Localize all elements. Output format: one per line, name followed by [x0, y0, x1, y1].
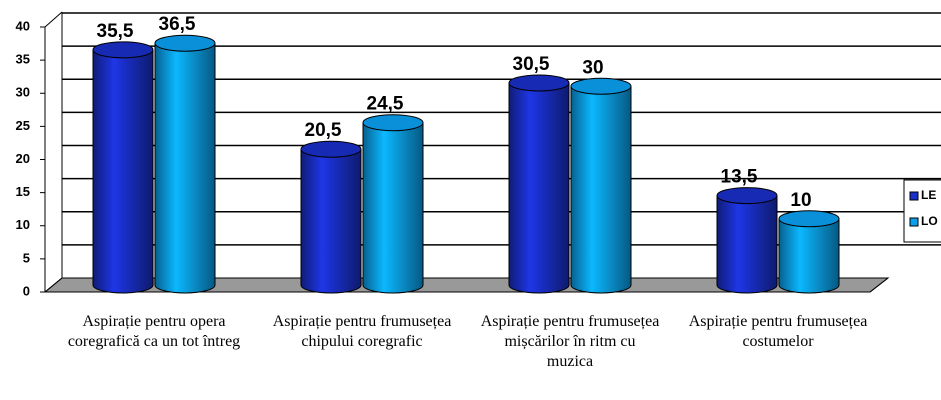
value-label: 20,5: [305, 120, 342, 141]
y-tick-label: 40: [16, 18, 30, 33]
bar-outline: [716, 195, 778, 285]
bar-outline: [570, 86, 632, 285]
y-tick-label: 25: [16, 118, 30, 133]
legend-box: [903, 179, 941, 243]
y-tick-label: 10: [16, 217, 30, 232]
bar-top: [300, 140, 362, 158]
bar-outline: [154, 43, 216, 285]
bar-outline: [508, 82, 570, 285]
value-label: 13,5: [721, 167, 758, 188]
x-tick-label: Aspirație pentru frumusețea costumelor: [688, 313, 868, 350]
value-label: 30,5: [513, 54, 550, 75]
bar-outline: [92, 49, 154, 285]
bar: [155, 43, 215, 285]
bar-top: [362, 114, 424, 132]
bar: [779, 218, 839, 285]
bar-top: [778, 210, 840, 228]
floor-edge: [869, 277, 889, 293]
bar-top: [508, 74, 570, 92]
bar-top: [154, 34, 216, 52]
bar: [363, 122, 423, 285]
y-tick-label: 5: [23, 250, 30, 265]
bar-outline: [300, 149, 362, 285]
y-tick-label: 30: [16, 85, 30, 100]
value-label: 10: [790, 190, 811, 211]
bar: [571, 86, 631, 285]
legend-label: LE: [921, 188, 936, 202]
bar-top: [92, 41, 154, 59]
y-tick-label: 20: [16, 151, 30, 166]
bar-outline: [778, 218, 840, 285]
value-label: 30: [582, 57, 603, 78]
y-tick-label: 15: [16, 184, 30, 199]
bar-outline: [362, 122, 424, 285]
bar-top: [570, 77, 632, 95]
x-tick-label: Aspirație pentru frumusețea chipului cor…: [272, 313, 452, 350]
value-label: 36,5: [159, 14, 196, 35]
legend-label: LO: [921, 214, 938, 228]
axis-corner: [44, 277, 63, 293]
bar: [93, 49, 153, 285]
bar: [717, 195, 777, 285]
y-tick-label: 0: [23, 283, 30, 298]
bar-top: [716, 187, 778, 205]
x-tick-label: Aspirație pentru frumusețea mișcărilor î…: [480, 313, 660, 370]
bar: [301, 149, 361, 285]
value-label: 35,5: [97, 21, 134, 42]
legend-swatch: [909, 191, 919, 201]
y-tick-label: 35: [16, 52, 30, 67]
x-tick-label: Aspirație pentru opera coregrafică ca un…: [67, 313, 241, 350]
value-label: 24,5: [367, 94, 404, 115]
legend-swatch: [909, 217, 919, 227]
wall-edge: [44, 11, 63, 28]
bar: [509, 82, 569, 285]
